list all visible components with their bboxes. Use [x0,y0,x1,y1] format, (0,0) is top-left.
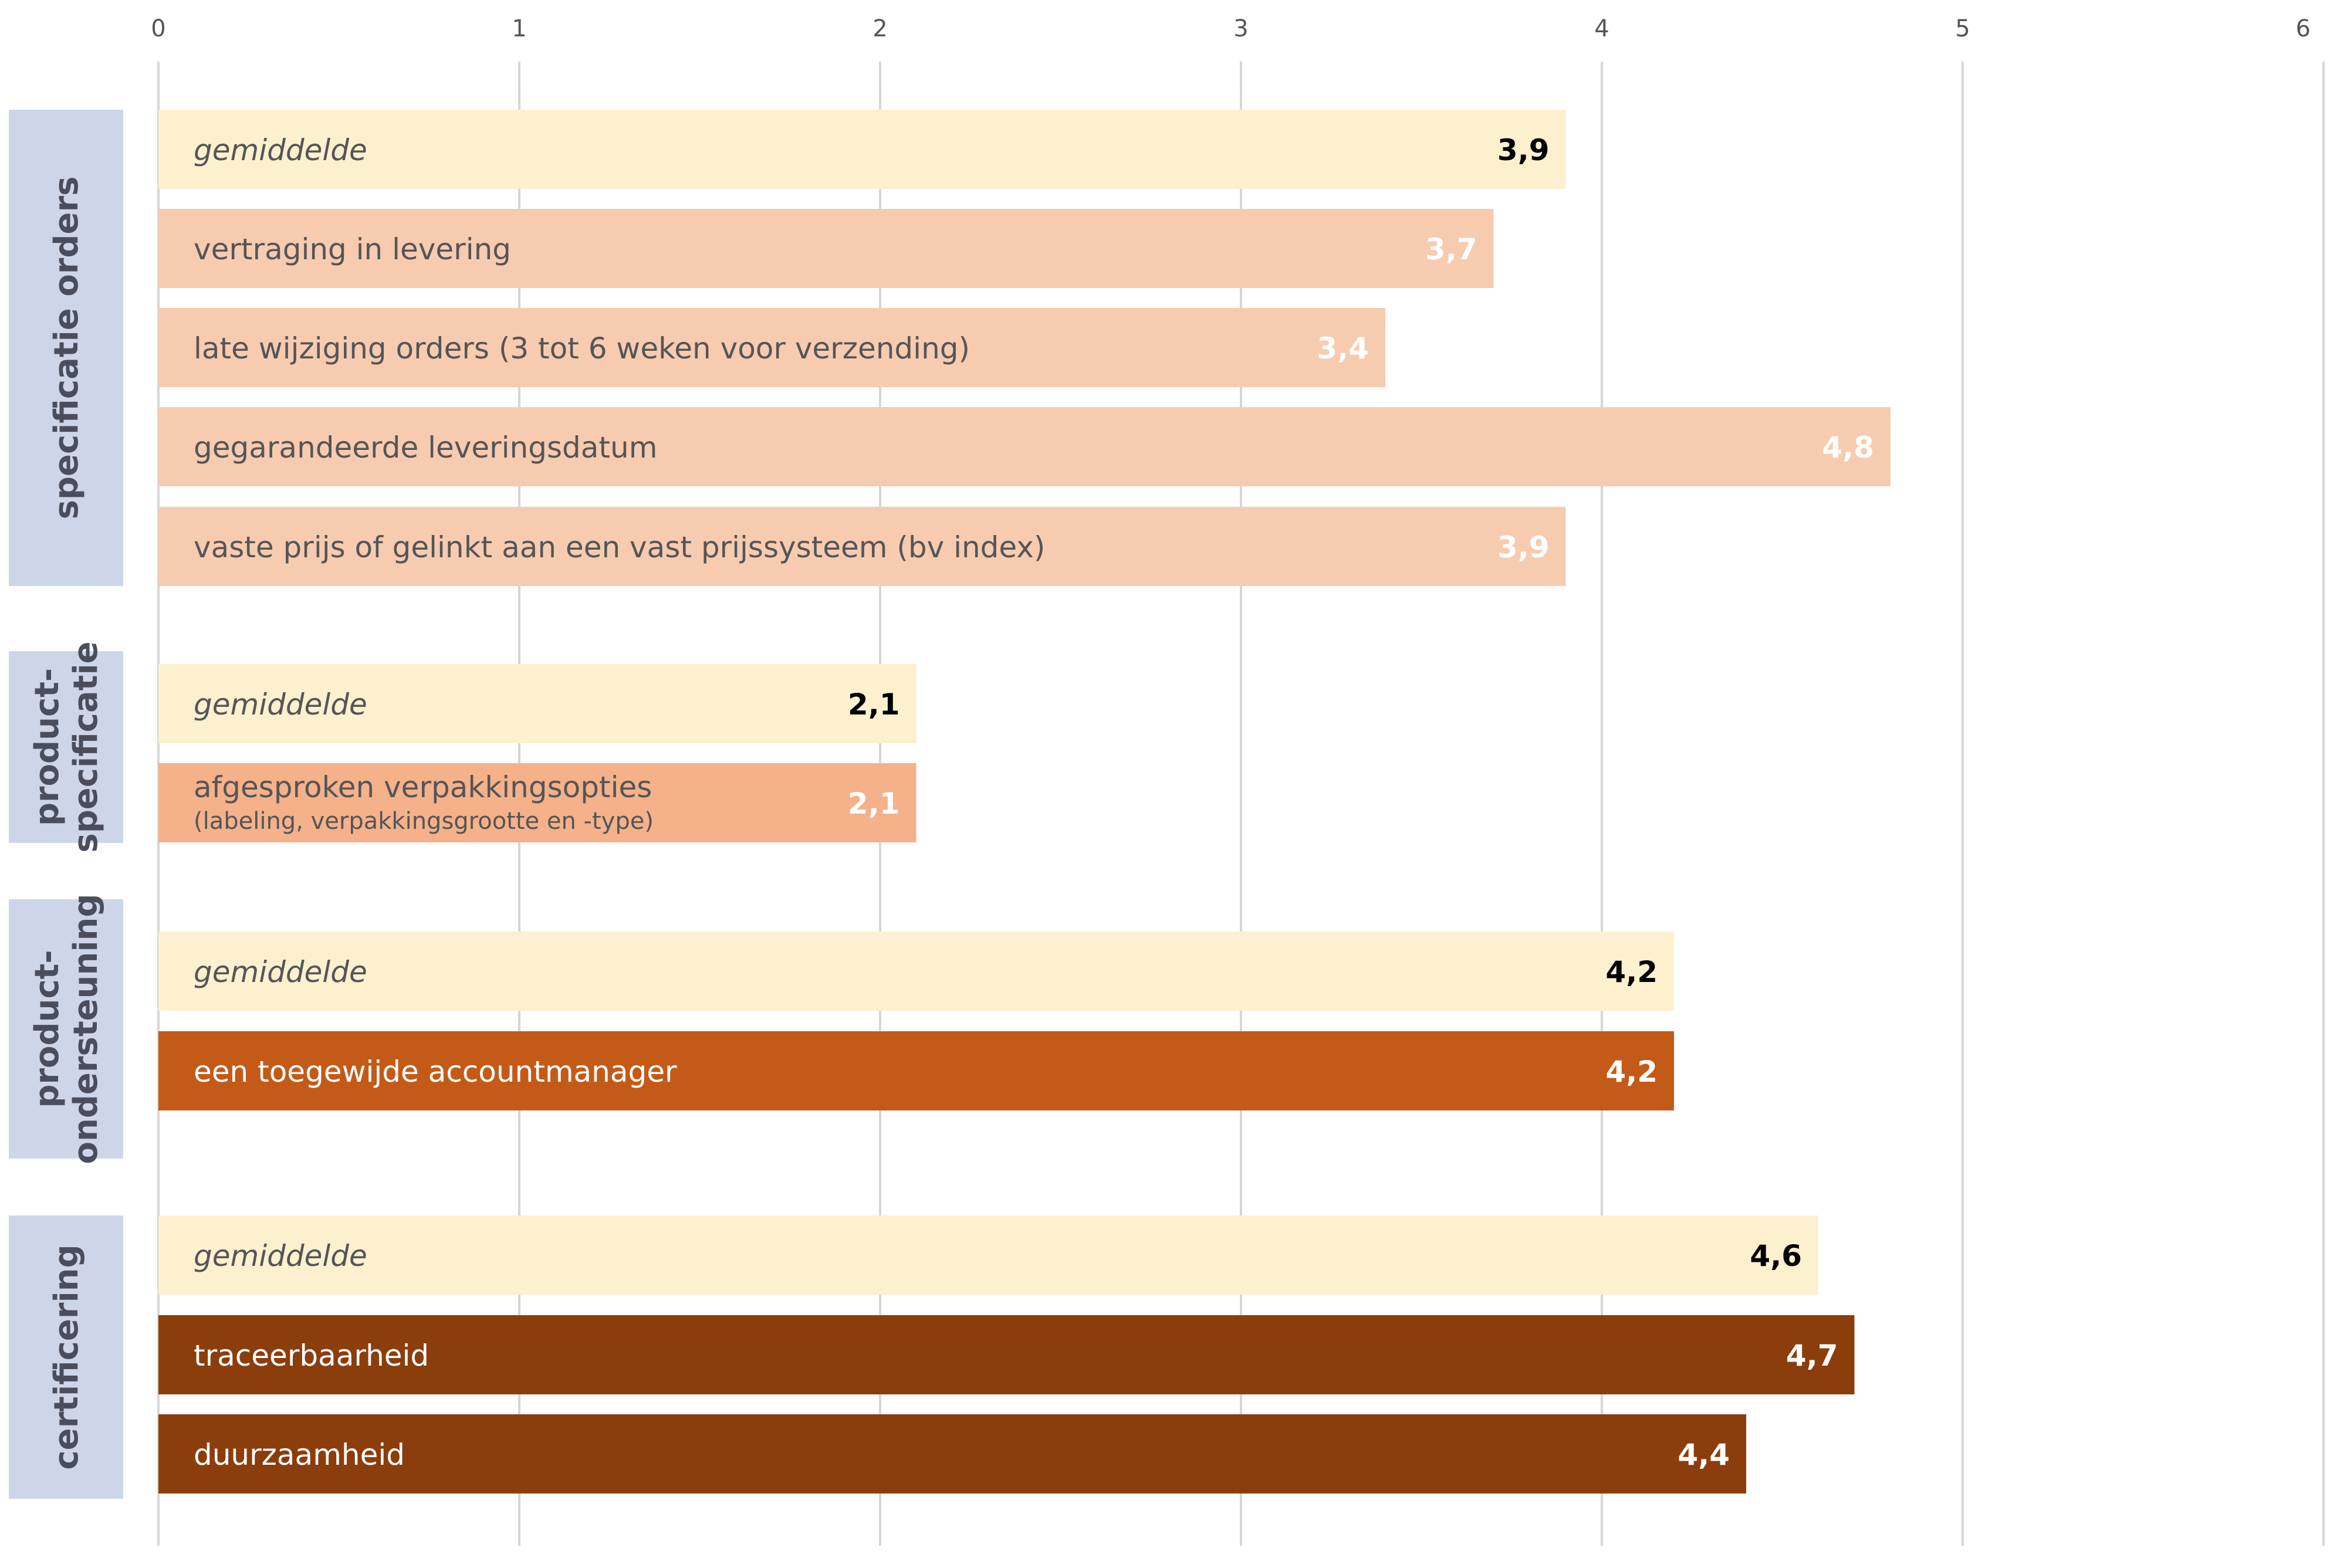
bar-value-label: 4,2 [1605,1055,1658,1089]
bar-label: gemiddelde [194,1239,367,1273]
bar-label: vaste prijs of gelinkt aan een vast prij… [194,530,1045,564]
group-label-line: ondersteuning [67,894,105,1164]
group-labels: specificatie ordersproduct-specificatiep… [9,110,123,1499]
bar-value-label: 3,4 [1317,331,1369,365]
bar-label: gemiddelde [194,955,367,989]
bar-item-0-4 [158,507,1566,586]
group-label-line: specificatie orders [48,177,86,520]
group-label-line: product- [28,668,66,826]
x-tick-label-0: 0 [151,15,165,42]
x-tick-label-6: 6 [2296,15,2311,42]
bar-item-0-1 [158,209,1494,288]
bar-label: gemiddelde [194,688,367,722]
bar-average-2-0 [158,932,1674,1011]
group-label-box-0 [9,110,123,586]
bar-item-2-1 [158,1031,1674,1110]
bar-item-1-1 [158,763,917,842]
bar-average-1-0 [158,664,917,743]
bar-sublabel: (labeling, verpakkingsgrootte en -type) [194,808,654,835]
bar-item-0-2 [158,308,1385,387]
bar-value-label: 4,7 [1786,1339,1838,1373]
bar-label: afgesproken verpakkingsopties [194,770,652,804]
bar-label: gegarandeerde leveringsdatum [194,431,657,465]
bar-value-label: 2,1 [848,787,900,821]
x-tick-label-3: 3 [1233,15,1248,42]
bar-label: duurzaamheid [194,1438,405,1472]
bar-item-3-1 [158,1315,1855,1394]
group-label-3: certificering [48,1244,86,1469]
bar-value-label: 3,9 [1497,133,1550,167]
group-label-box-2 [9,899,123,1159]
bar-value-label: 3,9 [1497,530,1550,564]
bar-label: late wijziging orders (3 tot 6 weken voo… [194,331,970,365]
group-label-2: product-ondersteuning [28,894,105,1164]
bar-item-0-3 [158,407,1891,486]
bar-label: traceerbaarheid [194,1339,429,1373]
bar-average-3-0 [158,1215,1818,1295]
group-label-line: certificering [48,1244,86,1469]
x-tick-label-1: 1 [512,15,526,42]
bar-value-label: 2,1 [848,688,900,722]
x-tick-label-2: 2 [872,15,887,42]
bar-average-0-0 [158,110,1566,189]
bar-item-3-2 [158,1414,1746,1494]
bar-label: gemiddelde [194,133,367,167]
x-tick-label-4: 4 [1594,15,1609,42]
group-label-box-1 [9,651,123,843]
bar-value-label: 4,4 [1678,1438,1730,1472]
bar-label: een toegewijde accountmanager [194,1055,677,1089]
bar-value-label: 3,7 [1425,232,1477,266]
x-tick-label-5: 5 [1955,15,1970,42]
bar-value-label: 4,6 [1750,1239,1802,1273]
bar-value-label: 4,2 [1605,955,1658,989]
group-label-box-3 [9,1215,123,1499]
group-label-line: product- [28,950,66,1108]
group-label-1: product-specificatie [28,641,105,852]
group-label-line: specificatie [67,641,105,852]
bar-label: vertraging in levering [194,232,511,266]
bars: gemiddelde 3,9 vertraging in levering 3,7 la… [158,110,1891,1494]
group-label-0: specificatie orders [48,177,86,520]
bar-value-label: 4,8 [1822,431,1874,465]
